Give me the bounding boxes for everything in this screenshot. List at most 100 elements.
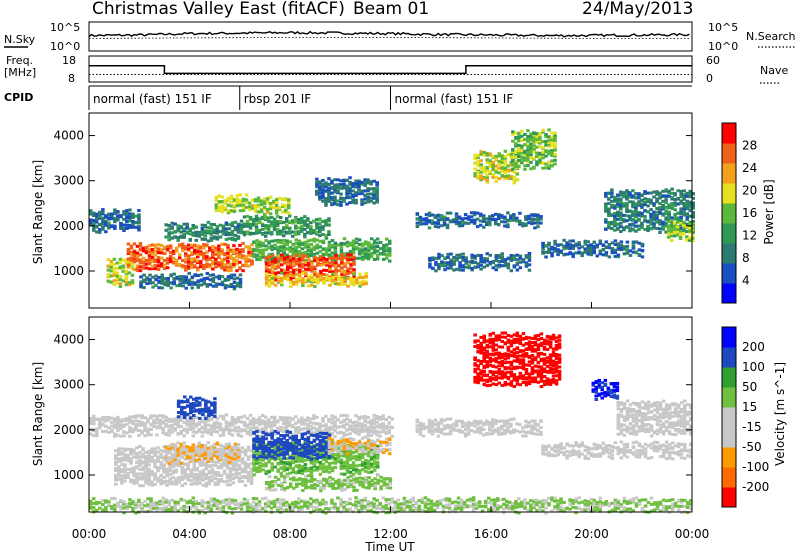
heatmap-cell [182,234,186,238]
heatmap-cell [664,201,668,205]
colorbar-swatch [722,143,736,164]
heatmap-cell [215,235,220,239]
heatmap-cell [249,482,254,485]
heatmap-cell [622,191,626,195]
heatmap-cell [349,270,353,274]
heatmap-cell [177,480,181,484]
heatmap-cell [512,175,517,179]
heatmap-cell [375,415,379,418]
heatmap-cell [511,130,515,134]
heatmap-cell [625,244,630,248]
heatmap-cell [676,202,680,206]
heatmap-cell [506,153,511,157]
heatmap-cell [514,144,518,148]
heatmap-cell [515,262,520,265]
heatmap-cell [243,466,248,470]
heatmap-cell [652,226,656,230]
heatmap-cell [476,161,480,165]
heatmap-cell [607,214,611,217]
heatmap-cell [138,259,143,262]
heatmap-cell [691,239,695,243]
heatmap-cell [363,184,367,188]
heatmap-cell [236,229,241,233]
heatmap-cell [89,212,93,216]
heatmap-cell [207,469,212,473]
heatmap-cell [274,203,279,207]
heatmap-cell [327,219,331,223]
heatmap-cell [673,204,677,208]
heatmap-cell [129,480,133,484]
heatmap-cell [580,254,584,258]
heatmap-cell [541,130,545,134]
heatmap-cell [269,424,274,428]
heatmap-cell [472,221,477,225]
heatmap-cell [315,244,320,248]
heatmap-cell [137,228,141,232]
heatmap-cell [113,423,117,427]
heatmap-cell [206,229,211,233]
heatmap-cell [95,212,99,216]
heatmap-cell [92,417,96,421]
heatmap-cell [331,257,335,260]
heatmap-cell [229,204,234,208]
heatmap-cell [354,179,358,183]
heatmap-cell [351,249,356,253]
heatmap-cell [193,273,197,277]
heatmap-cell [485,263,489,267]
heatmap-cell [229,196,234,200]
heatmap-cell [194,230,198,234]
heatmap-cell [118,275,123,279]
heatmap-cell [625,240,630,244]
heatmap-cell [449,263,453,267]
heatmap-cell [527,214,531,218]
heatmap-cell [303,219,307,223]
heatmap-cell [198,481,202,485]
heatmap-cell [177,253,182,257]
heatmap-cell [265,207,270,211]
heatmap-cell [685,203,689,207]
heatmap-cell [238,250,242,253]
heatmap-cell [316,272,320,276]
heatmap-cell [282,238,286,242]
heatmap-cell [646,200,650,204]
heatmap-cell [661,199,665,203]
heatmap-cell [366,241,371,245]
heatmap-cell [445,223,450,227]
heatmap-cell [294,251,298,255]
heatmap-cell [328,261,332,265]
heatmap-cell [267,261,272,264]
heatmap-cell [214,259,218,263]
heatmap-cell [283,275,287,279]
heatmap-cell [104,419,108,423]
heatmap-cell [272,420,277,424]
heatmap-cell [319,278,323,282]
heatmap-cell [153,267,158,271]
heatmap-cell [363,255,368,259]
heatmap-cell [283,261,287,265]
heatmap-cell [351,189,355,193]
heatmap-cell [631,241,636,245]
heatmap-cell [463,221,468,225]
heatmap-cell [672,221,677,225]
heatmap-cell [461,252,465,256]
heatmap-cell [497,265,501,269]
heatmap-cell [193,257,197,261]
heatmap-cell [249,474,254,478]
heatmap-cell [239,229,244,233]
heatmap-cell [446,256,450,259]
heatmap-cell [375,249,380,253]
heatmap-cell [301,255,305,259]
heatmap-cell [199,265,203,269]
heatmap-cell [488,253,492,257]
heatmap-cell [226,248,230,252]
heatmap-cell [164,415,168,419]
heatmap-cell [485,179,489,182]
heatmap-cell [418,219,423,223]
heatmap-cell [291,230,295,234]
heatmap-cell [118,257,123,261]
heatmap-cell [384,424,388,428]
heatmap-cell [375,416,379,420]
heatmap-cell [506,211,510,215]
heatmap-cell [360,202,364,206]
heatmap-cell [289,261,293,265]
